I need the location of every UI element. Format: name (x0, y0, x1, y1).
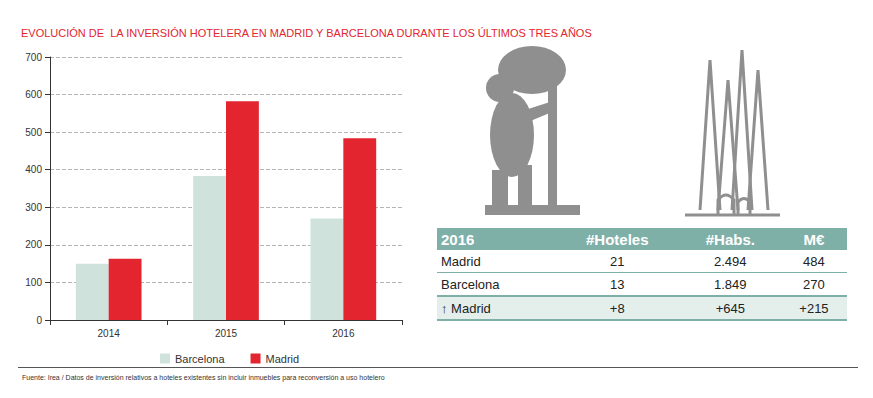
html-text:2016: 2016 (441, 230, 475, 248)
svg-text:2014: 2014 (98, 328, 121, 339)
svg-text:300: 300 (25, 202, 42, 213)
svg-text:EVOLUCIÓN DE LA INVERSIÓN HOT: EVOLUCIÓN DE LA INVERSIÓN HOTELERA EN MA… (21, 27, 592, 39)
html-text:+8: +8 (609, 300, 625, 316)
svg-text:Barcelona: Barcelona (175, 353, 225, 365)
svg-text:200: 200 (25, 239, 42, 250)
svg-text:700: 700 (25, 52, 42, 63)
html-text:+215: +215 (799, 300, 829, 316)
html-text:#Habs.: #Habs. (705, 230, 755, 248)
svg-text:400: 400 (25, 164, 42, 175)
html-text:Fuente: Irea / Datos de invers: Fuente: Irea / Datos de inversión relati… (22, 374, 385, 381)
svg-text:Madrid: Madrid (266, 353, 300, 365)
html-text:484: 484 (803, 253, 825, 269)
html-text:2.494: 2.494 (714, 253, 747, 269)
svg-text:0: 0 (36, 315, 42, 326)
html-text:Madrid: Madrid (441, 253, 481, 269)
html-text:↑ Madrid: ↑ Madrid (441, 300, 491, 316)
svg-text:500: 500 (25, 127, 42, 138)
html-text:+645: +645 (715, 300, 745, 316)
html-text:13: 13 (610, 276, 625, 292)
svg-text:2015: 2015 (215, 328, 238, 339)
html-text:#Hoteles: #Hoteles (586, 230, 649, 248)
html-text:M€: M€ (803, 230, 825, 248)
html-text:270: 270 (803, 276, 825, 292)
html-text:21: 21 (610, 253, 625, 269)
svg-text:600: 600 (25, 89, 42, 100)
svg-text:2016: 2016 (332, 328, 355, 339)
svg-text:100: 100 (25, 277, 42, 288)
html-text:Barcelona: Barcelona (441, 276, 500, 292)
html-text:1.849: 1.849 (714, 276, 747, 292)
